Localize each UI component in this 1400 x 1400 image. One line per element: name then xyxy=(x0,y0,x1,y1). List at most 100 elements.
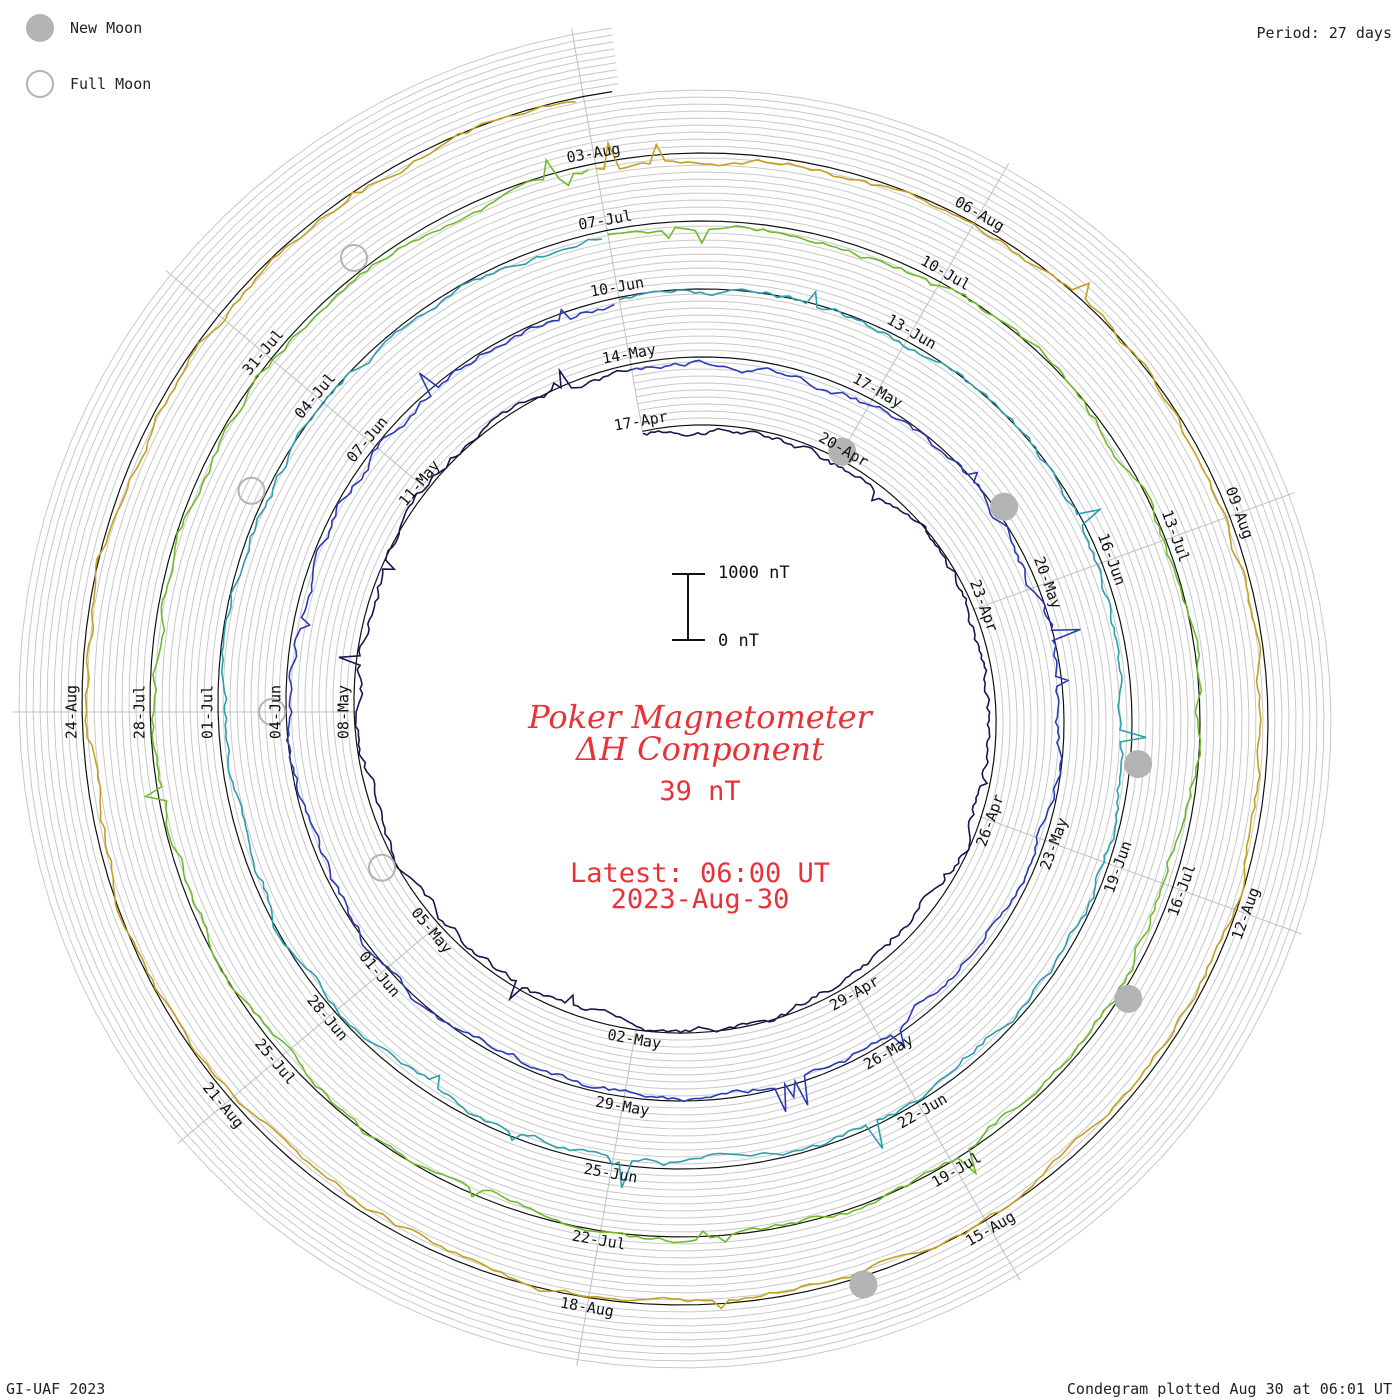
scale-bottom-label: 0 nT xyxy=(718,631,759,651)
date-label: 01-Jul xyxy=(199,685,217,739)
grid-band xyxy=(32,41,1318,1355)
day-spoke xyxy=(374,445,430,492)
day-spoke xyxy=(576,1295,590,1366)
date-label: 13-Jul xyxy=(1158,507,1193,564)
day-spoke xyxy=(882,1041,919,1104)
date-label: 07-Jun xyxy=(343,413,392,466)
day-spoke xyxy=(1099,538,1167,564)
grid-band xyxy=(74,83,1276,1313)
date-label: 28-Jul xyxy=(131,685,149,739)
new-moon-marker xyxy=(1114,984,1143,1013)
grid-band xyxy=(25,34,1325,1362)
moon-markers xyxy=(237,244,1153,1299)
day-spoke xyxy=(938,221,976,284)
new-moon-marker xyxy=(990,492,1019,521)
date-label: 22-Jul xyxy=(571,1227,627,1254)
date-label: 14-May xyxy=(601,340,657,367)
chart-title: Poker Magnetometer xyxy=(528,698,872,736)
date-label: 02-May xyxy=(606,1026,662,1053)
baseline xyxy=(81,91,1269,1306)
trace-rotation-4 xyxy=(143,157,1203,1244)
date-label: 11-May xyxy=(395,457,444,510)
day-spoke xyxy=(630,363,644,434)
date-label: 09-Aug xyxy=(1222,484,1257,541)
trace-rotation-2 xyxy=(285,303,1081,1112)
day-spoke xyxy=(611,1094,625,1165)
baseline-spiral xyxy=(81,91,1269,1306)
scale-bar xyxy=(672,573,705,641)
trace-rotation-5 xyxy=(84,101,1262,1310)
day-spoke xyxy=(848,983,885,1045)
day-spoke xyxy=(333,966,389,1013)
new-moon-marker xyxy=(1124,750,1153,779)
new-moon-icon xyxy=(26,14,54,42)
date-label: 29-Apr xyxy=(826,972,882,1015)
new-moon-marker xyxy=(828,437,857,466)
day-spoke xyxy=(606,229,620,300)
grid-band xyxy=(53,62,1297,1334)
grid-layer xyxy=(18,27,1332,1369)
full-moon-marker xyxy=(368,853,396,882)
date-label: 17-Apr xyxy=(612,407,668,434)
date-label: 20-May xyxy=(1030,554,1065,611)
legend-full-moon-label: Full Moon xyxy=(70,75,152,93)
day-spoke xyxy=(571,28,585,99)
scale-top-label: 1000 nT xyxy=(718,563,790,583)
day-spoke xyxy=(904,280,942,343)
legend-new-moon: New Moon xyxy=(26,14,142,42)
grid-band xyxy=(46,55,1304,1341)
date-label: 07-Jul xyxy=(577,207,633,234)
day-spoke xyxy=(623,1027,637,1098)
grid-band xyxy=(67,76,1283,1320)
day-spoke xyxy=(972,163,1010,226)
date-label: 29-May xyxy=(594,1093,650,1120)
date-label: 03-Aug xyxy=(565,140,621,167)
day-spoke xyxy=(217,314,273,361)
full-moon-marker xyxy=(237,476,266,505)
day-spoke xyxy=(1035,562,1103,588)
day-spoke xyxy=(870,339,908,402)
day-spoke xyxy=(1227,492,1295,518)
day-spoke xyxy=(385,922,441,970)
day-spoke xyxy=(588,1228,602,1299)
latest-date: 2023-Aug-30 xyxy=(610,884,790,915)
full-moon-icon xyxy=(26,70,54,98)
date-label: 04-Jun xyxy=(267,685,285,739)
day-spoke xyxy=(984,1218,1021,1281)
day-spoke xyxy=(582,95,597,166)
day-spoke xyxy=(269,357,326,405)
legend-full-moon: Full Moon xyxy=(26,70,151,98)
credit-label: GI-UAF 2023 xyxy=(6,1380,106,1398)
day-spoke xyxy=(618,296,632,367)
day-spoke xyxy=(177,1097,233,1144)
data-traces xyxy=(84,101,1262,1310)
day-spoke xyxy=(599,1161,614,1232)
day-spoke xyxy=(322,401,378,448)
date-label: 16-Jun xyxy=(1094,531,1129,588)
period-label: Period: 27 days xyxy=(1256,24,1392,42)
day-spoke xyxy=(1042,839,1110,865)
current-value: 39 nT xyxy=(659,776,741,807)
date-label: 08-May xyxy=(335,685,353,739)
day-spoke xyxy=(950,1159,987,1222)
date-label: 24-Aug xyxy=(63,685,81,739)
day-spoke xyxy=(971,585,1040,611)
day-spoke xyxy=(916,1100,953,1163)
date-label: 10-Jun xyxy=(589,273,645,300)
trace-rotation-1 xyxy=(338,367,991,1034)
legend-new-moon-label: New Moon xyxy=(70,19,143,37)
day-spoke xyxy=(229,1053,285,1101)
day-spoke xyxy=(1170,885,1238,912)
day-spoke xyxy=(1163,515,1231,541)
grid-band xyxy=(60,69,1290,1327)
day-spoke xyxy=(979,816,1047,842)
date-label: 19-Jul xyxy=(928,1149,984,1192)
full-moon-marker xyxy=(340,244,368,272)
trace-rotation-3 xyxy=(220,238,1147,1189)
day-spoke xyxy=(165,270,221,317)
date-label: 22-Jun xyxy=(894,1090,950,1133)
grid-band xyxy=(39,48,1311,1348)
day-spoke xyxy=(594,162,608,233)
chart-subtitle: ΔH Component xyxy=(575,730,825,768)
new-moon-marker xyxy=(849,1270,878,1299)
